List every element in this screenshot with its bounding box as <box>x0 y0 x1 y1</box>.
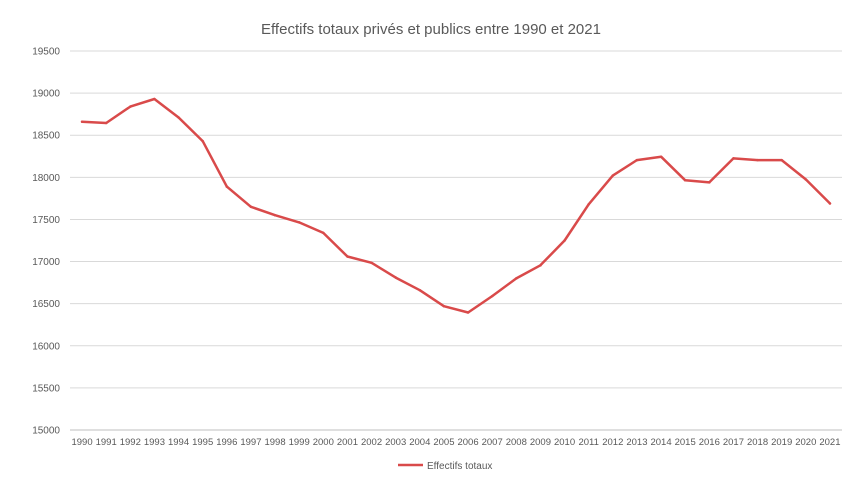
x-tick-label: 2020 <box>795 437 816 448</box>
data-point <box>635 158 639 162</box>
data-point <box>683 179 687 182</box>
data-point <box>346 255 349 258</box>
x-tick-label: 1999 <box>289 437 310 448</box>
data-point <box>466 311 470 314</box>
data-point <box>201 139 204 143</box>
data-point <box>322 231 325 235</box>
data-point <box>611 174 615 177</box>
y-axis-tick-labels: 15000 15500 16000 16500 17000 17500 18000 18500… <box>32 47 60 437</box>
x-tick-label: 2009 <box>530 437 551 448</box>
x-tick-label: 2011 <box>578 437 598 448</box>
data-point <box>273 213 277 217</box>
legend: Effectifs totaux <box>398 461 492 472</box>
data-point <box>249 205 253 209</box>
x-tick-label: 2016 <box>699 437 720 448</box>
x-tick-label: 2001 <box>337 437 358 448</box>
x-axis-tick-labels: 1990 1991 1992 1993 1994 1995 1996 1997 1998 1999… <box>71 437 840 448</box>
y-tick-label: 19500 <box>32 47 60 58</box>
x-tick-label: 2004 <box>409 437 430 448</box>
y-tick-label: 17000 <box>32 257 60 268</box>
x-tick-label: 1992 <box>120 437 141 448</box>
data-point <box>418 288 422 292</box>
x-tick-label: 2006 <box>457 437 478 448</box>
data-point <box>515 277 518 280</box>
data-point <box>539 264 542 267</box>
y-tick-label: 15500 <box>32 383 60 394</box>
data-point <box>177 116 180 119</box>
x-tick-label: 2019 <box>771 437 792 448</box>
data-point <box>828 202 832 205</box>
x-tick-label: 1998 <box>264 437 285 448</box>
y-tick-label: 17500 <box>32 215 60 226</box>
x-tick-label: 1991 <box>96 437 117 448</box>
data-point <box>756 158 759 162</box>
y-tick-label: 19000 <box>32 89 60 100</box>
x-tick-label: 1996 <box>216 437 237 448</box>
gridlines <box>70 50 842 431</box>
x-tick-label: 1994 <box>168 437 189 448</box>
data-point <box>297 221 301 224</box>
x-tick-label: 1990 <box>71 437 92 448</box>
x-tick-label: 2012 <box>602 437 623 448</box>
series-lines <box>80 97 832 314</box>
chart-title: Effectifs totaux privés et publics entre… <box>261 21 601 38</box>
x-tick-label: 2002 <box>361 437 382 448</box>
x-tick-label: 2003 <box>385 437 406 448</box>
x-tick-label: 1997 <box>240 437 261 448</box>
data-point <box>708 181 711 184</box>
data-point <box>225 185 229 188</box>
x-tick-label: 2017 <box>723 437 744 448</box>
x-tick-label: 2014 <box>650 437 671 448</box>
legend-label-effectifs-totaux: Effectifs totaux <box>427 461 492 472</box>
data-point <box>732 157 735 160</box>
data-point <box>587 203 590 206</box>
data-point <box>780 158 783 162</box>
y-tick-label: 18500 <box>32 131 60 142</box>
data-point <box>104 121 108 125</box>
data-point <box>129 105 132 108</box>
data-point <box>804 178 808 181</box>
data-point <box>490 294 494 298</box>
y-tick-label: 16000 <box>32 341 60 352</box>
x-tick-label: 2013 <box>626 437 647 448</box>
x-tick-label: 2015 <box>675 437 696 448</box>
data-point <box>153 97 156 101</box>
series-line-effectifs-totaux <box>80 97 832 314</box>
x-tick-label: 2005 <box>433 437 454 448</box>
data-point <box>80 120 84 123</box>
y-tick-label: 15000 <box>32 426 60 437</box>
data-point <box>442 304 446 308</box>
y-tick-label: 16500 <box>32 299 60 310</box>
x-tick-label: 2010 <box>554 437 575 448</box>
y-tick-label: 18000 <box>32 173 60 184</box>
data-point <box>370 261 373 265</box>
x-tick-label: 2008 <box>506 437 527 448</box>
data-point <box>394 276 397 279</box>
data-point <box>563 239 566 242</box>
x-tick-label: 2007 <box>482 437 503 448</box>
x-tick-label: 1993 <box>144 437 165 448</box>
x-tick-label: 2018 <box>747 437 768 448</box>
x-tick-label: 2000 <box>313 437 334 448</box>
data-point <box>659 155 663 158</box>
x-tick-label: 2021 <box>819 437 840 448</box>
x-tick-label: 1995 <box>192 437 213 448</box>
